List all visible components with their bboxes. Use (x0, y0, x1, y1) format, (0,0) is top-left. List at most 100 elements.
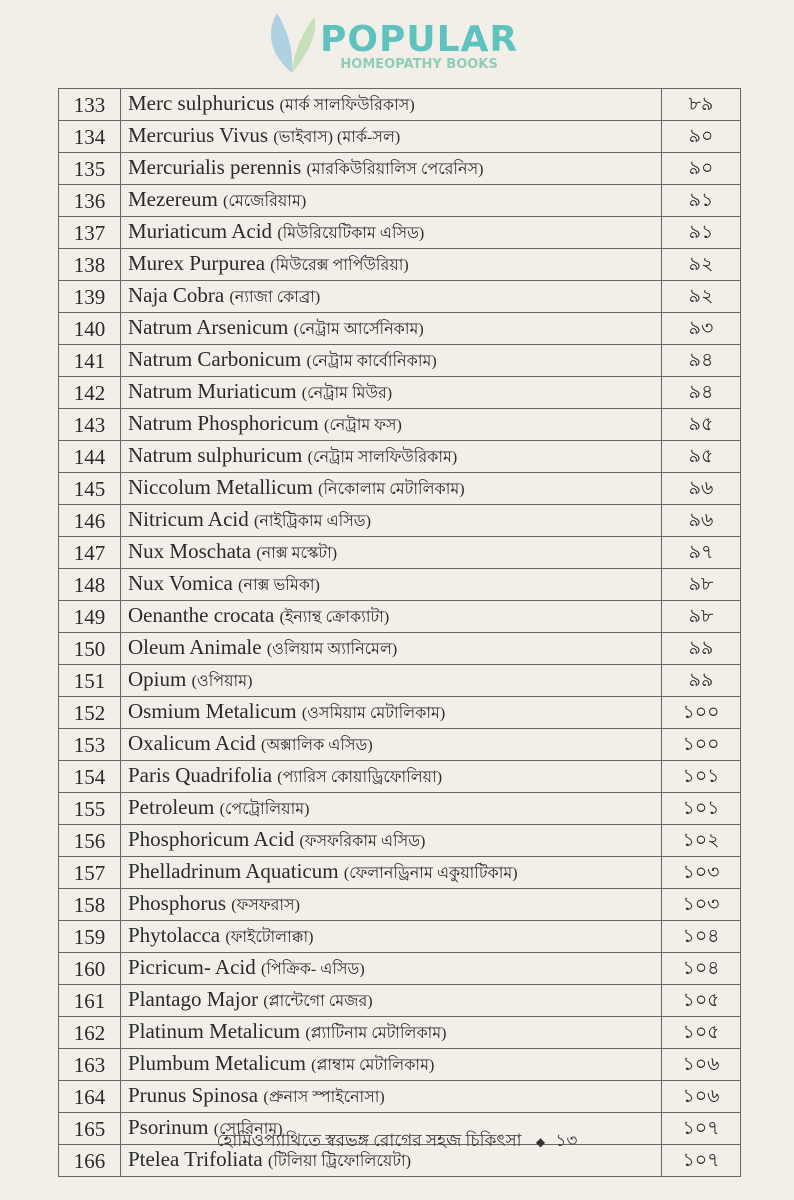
table-row: 149 Oenanthe crocata (ইন্যান্থ ক্রোক্যাটা… (58, 600, 741, 633)
page-ref: ১০২ (661, 824, 741, 857)
remedy-latin: Niccolum Metallicum (128, 475, 313, 499)
remedy-latin: Plumbum Metalicum (128, 1051, 306, 1075)
page-ref: ১০৫ (661, 1016, 741, 1049)
remedy-bengali: (নেট্রাম মিউর) (301, 385, 393, 402)
row-number: 141 (58, 344, 121, 377)
page-ref: ৯১ (661, 184, 741, 217)
remedy-name: Natrum sulphuricum (নেট্রাম সালফিউরিকাম) (120, 440, 662, 473)
remedy-name: Natrum Arsenicum (নেট্রাম আর্সেনিকাম) (120, 312, 662, 345)
remedy-latin: Phytolacca (128, 923, 221, 947)
remedy-name: Plantago Major (প্লান্টেগো মেজর) (120, 984, 662, 1017)
watermark-line2: HOMEOPATHY BOOKS (340, 57, 498, 72)
row-number: 160 (58, 952, 121, 985)
page-ref: ৯১ (661, 216, 741, 249)
row-number: 164 (58, 1080, 121, 1113)
row-number: 153 (58, 728, 121, 761)
remedy-latin: Natrum sulphuricum (128, 443, 303, 467)
table-row: 156 Phosphoricum Acid (ফসফরিকাম এসিড) ১০২ (58, 824, 741, 857)
row-number: 144 (58, 440, 121, 473)
watermark-line1: POPULAR (320, 19, 519, 60)
remedy-name: Psorinum (সোরিনাম) (120, 1112, 662, 1145)
table-row: 163 Plumbum Metalicum (প্লাম্বাম মেটালিকা… (58, 1048, 741, 1081)
remedy-bengali: (ফসফরাস) (231, 897, 300, 914)
remedy-name: Nux Vomica (নাক্স ভমিকা) (120, 568, 662, 601)
table-row: 154 Paris Quadrifolia (প্যারিস কোয়াড্রিফ… (58, 760, 741, 793)
row-number: 140 (58, 312, 121, 345)
page-number: ১৩ (555, 1131, 578, 1150)
page-ref: ১০০ (661, 728, 741, 761)
page-ref: ১০৭ (661, 1144, 741, 1177)
table-row: 140 Natrum Arsenicum (নেট্রাম আর্সেনিকাম)… (58, 312, 741, 345)
remedy-name: Paris Quadrifolia (প্যারিস কোয়াড্রিফোলি… (120, 760, 662, 793)
remedy-latin: Natrum Muriaticum (128, 379, 297, 403)
table-row: 158 Phosphorus (ফসফরাস) ১০৩ (58, 888, 741, 921)
remedy-bengali: (ন্যাজা কোব্রা) (229, 289, 321, 306)
remedy-latin: Mercurialis perennis (128, 155, 302, 179)
remedy-latin: Mercurius Vivus (128, 123, 269, 147)
remedy-latin: Murex Purpurea (128, 251, 266, 275)
remedy-latin: Phosphoricum Acid (128, 827, 295, 851)
table-row: 166 Ptelea Trifoliata (টিলিয়া ট্রিফোলিয়… (58, 1144, 741, 1177)
row-number: 147 (58, 536, 121, 569)
row-number: 158 (58, 888, 121, 921)
page-ref: ১০১ (661, 792, 741, 825)
table-row: 135 Mercurialis perennis (মারকিউরিয়ালিস … (58, 152, 741, 185)
remedy-latin: Phelladrinum Aquaticum (128, 859, 339, 883)
row-number: 138 (58, 248, 121, 281)
table-row: 138 Murex Purpurea (মিউরেক্স পার্পিউরিয়া… (58, 248, 741, 281)
row-number: 165 (58, 1112, 121, 1145)
page-ref: ১০৫ (661, 984, 741, 1017)
remedy-name: Nux Moschata (নাক্স মস্কেটা) (120, 536, 662, 569)
remedy-bengali: (ফসফরিকাম এসিড) (299, 833, 426, 850)
page-ref: ৯৪ (661, 344, 741, 377)
table-row: 144 Natrum sulphuricum (নেট্রাম সালফিউরিক… (58, 440, 741, 473)
page-ref: ১০০ (661, 696, 741, 729)
remedy-name: Phosphorus (ফসফরাস) (120, 888, 662, 921)
remedy-latin: Nitricum Acid (128, 507, 249, 531)
page-ref: ৯৬ (661, 504, 741, 537)
remedy-latin: Muriaticum Acid (128, 219, 273, 243)
row-number: 154 (58, 760, 121, 793)
page-ref: ৯৮ (661, 568, 741, 601)
watermark-leaf-icon (270, 13, 316, 73)
page-ref: ৯৭ (661, 536, 741, 569)
remedy-name: Murex Purpurea (মিউরেক্স পার্পিউরিয়া) (120, 248, 662, 281)
page-ref: ১০৬ (661, 1080, 741, 1113)
table-row: 139 Naja Cobra (ন্যাজা কোব্রা) ৯২ (58, 280, 741, 313)
row-number: 142 (58, 376, 121, 409)
page-ref: ৯৪ (661, 376, 741, 409)
remedy-latin: Psorinum (128, 1115, 209, 1139)
remedy-latin: Natrum Arsenicum (128, 315, 289, 339)
table-row: 152 Osmium Metalicum (ওসমিয়াম মেটালিকাম)… (58, 696, 741, 729)
remedy-bengali: (ওসমিয়াম মেটালিকাম) (301, 705, 446, 722)
remedy-bengali: (নেট্রাম কার্বোনিকাম) (306, 353, 437, 370)
remedy-bengali: (প্লাম্বাম মেটালিকাম) (311, 1057, 435, 1074)
watermark-logo: POPULAR HOMEOPATHY BOOKS (320, 22, 518, 72)
page-ref: ৯৫ (661, 440, 741, 473)
remedy-name: Platinum Metalicum (প্ল্যাটিনাম মেটালিকা… (120, 1016, 662, 1049)
remedy-latin: Oenanthe crocata (128, 603, 275, 627)
row-number: 156 (58, 824, 121, 857)
remedy-latin: Opium (128, 667, 187, 691)
remedy-bengali: (মিউরিয়েটিকাম এসিড) (277, 225, 425, 242)
table-row: 151 Opium (ওপিয়াম) ৯৯ (58, 664, 741, 697)
page-ref: ১০৩ (661, 888, 741, 921)
row-number: 159 (58, 920, 121, 953)
remedy-name: Muriaticum Acid (মিউরিয়েটিকাম এসিড) (120, 216, 662, 249)
remedy-latin: Phosphorus (128, 891, 227, 915)
row-number: 134 (58, 120, 121, 153)
row-number: 145 (58, 472, 121, 505)
row-number: 146 (58, 504, 121, 537)
page-ref: ৮৯ (661, 88, 741, 121)
row-number: 136 (58, 184, 121, 217)
remedy-name: Phosphoricum Acid (ফসফরিকাম এসিড) (120, 824, 662, 857)
remedy-latin: Natrum Phosphoricum (128, 411, 319, 435)
row-number: 143 (58, 408, 121, 441)
row-number: 135 (58, 152, 121, 185)
table-row: 148 Nux Vomica (নাক্স ভমিকা) ৯৮ (58, 568, 741, 601)
page-ref: ৯৩ (661, 312, 741, 345)
remedy-bengali: (ফেলানড্রিনাম একুয়াটিকাম) (343, 865, 518, 882)
remedy-latin: Oxalicum Acid (128, 731, 256, 755)
table-row: 153 Oxalicum Acid (অক্সালিক এসিড) ১০০ (58, 728, 741, 761)
remedy-bengali: (ওলিয়াম অ্যানিমেল) (266, 641, 398, 658)
